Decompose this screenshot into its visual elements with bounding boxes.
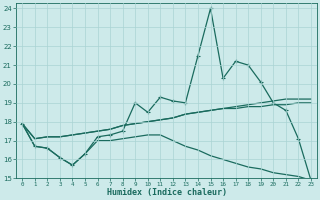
X-axis label: Humidex (Indice chaleur): Humidex (Indice chaleur) — [107, 188, 227, 197]
